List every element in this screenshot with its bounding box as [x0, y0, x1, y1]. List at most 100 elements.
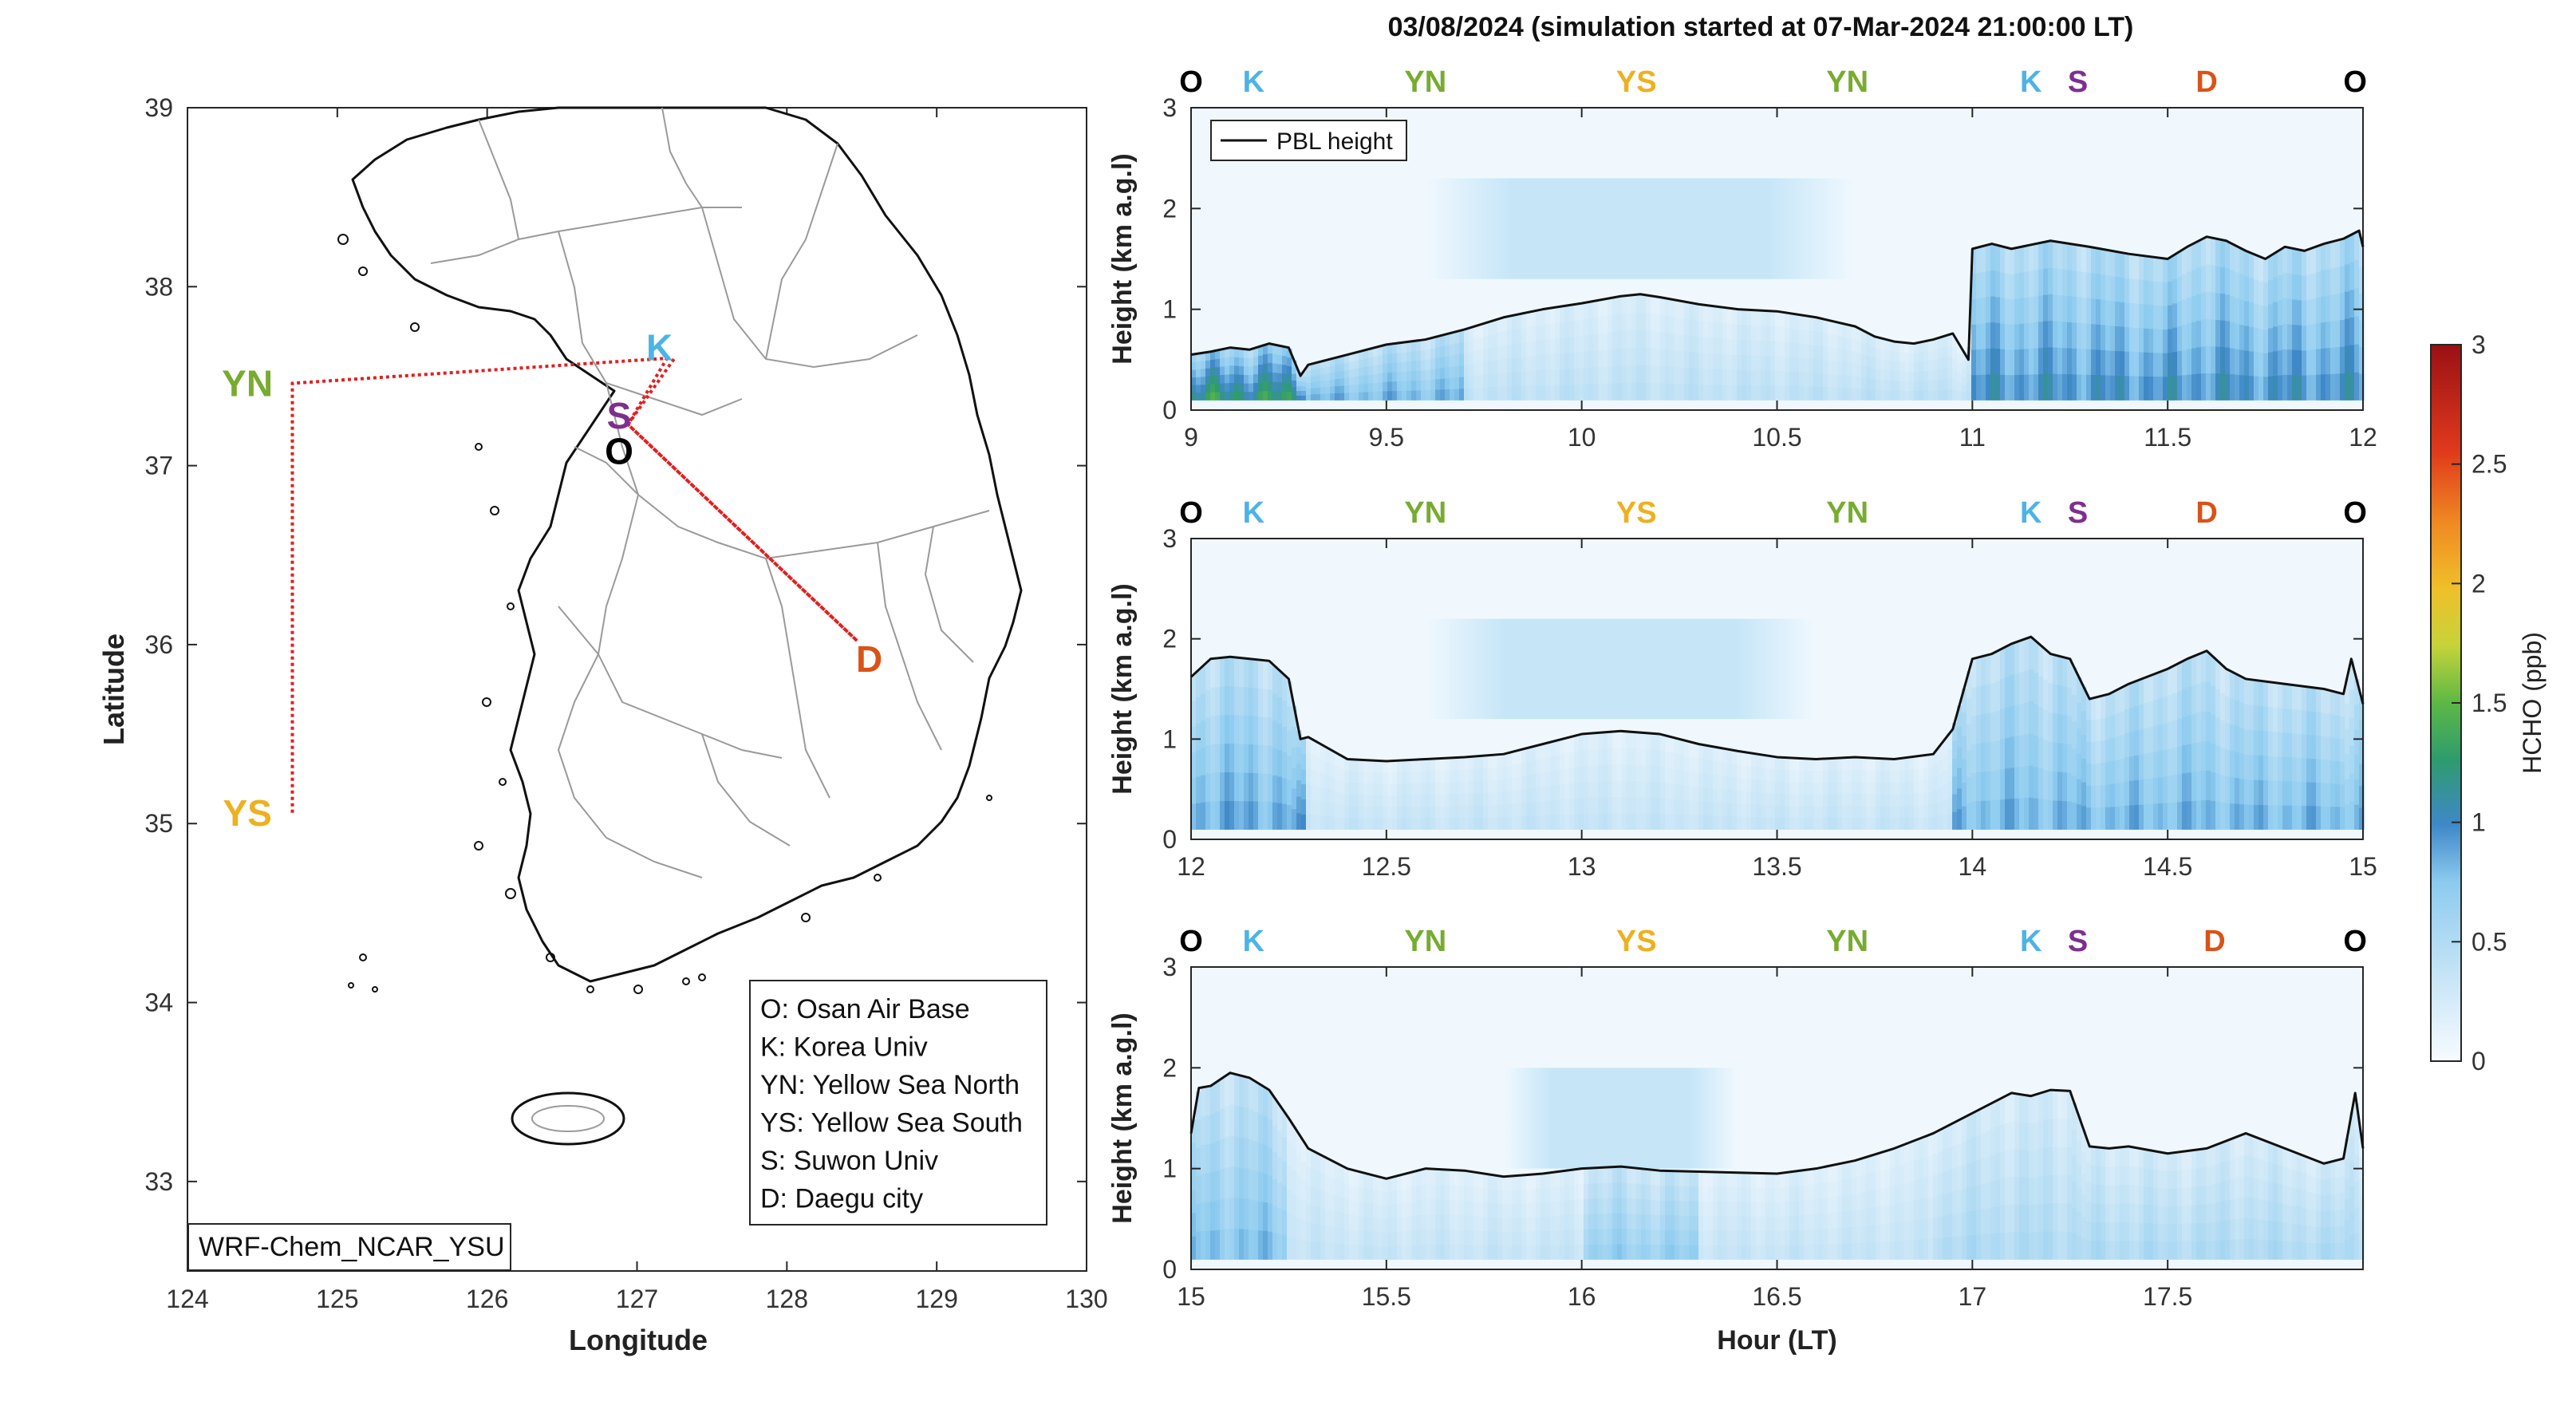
heatmap-cell: [1536, 801, 1541, 816]
heatmap-cell: [1923, 755, 1929, 768]
heatmap-cell: [1938, 1173, 1943, 1195]
heatmap-cell: [2330, 1226, 2336, 1244]
heatmap-cell: [1540, 1187, 1546, 1203]
heatmap-cell: [2014, 704, 2020, 736]
heatmap-cell: [1344, 1244, 1350, 1260]
heatmap-cell: [1225, 1198, 1230, 1229]
heatmap-cell: [2230, 322, 2235, 349]
heatmap-cell: [2105, 349, 2111, 376]
heatmap-cell: [1320, 773, 1326, 788]
heatmap-cell: [1521, 1174, 1527, 1190]
heatmap-cell: [1823, 805, 1828, 819]
heatmap-cell: [1876, 1170, 1881, 1190]
heatmap-cell: [2081, 758, 2087, 783]
heatmap-cell: [2110, 1147, 2116, 1167]
heatmap-cell: [1392, 772, 1398, 784]
heatmap-cell: [1981, 742, 1986, 772]
heatmap-cell: [2034, 1204, 2039, 1233]
heatmap-cell: [1794, 385, 1800, 401]
heatmap-cell: [1440, 793, 1446, 807]
heatmap-cell: [2010, 349, 2015, 376]
heatmap-cell: [1521, 1203, 1527, 1218]
heatmap-cell: [1339, 363, 1345, 372]
heatmap-cell: [1588, 765, 1594, 782]
heatmap-cell: [1751, 310, 1757, 326]
heatmap-cell: [1603, 1244, 1608, 1260]
heatmap-cell: [2067, 687, 2073, 716]
heatmap-cell: [1923, 780, 1929, 793]
heatmap-cell: [1689, 335, 1694, 352]
heatmap-cell: [1320, 1190, 1326, 1209]
heatmap-cell: [1292, 787, 1297, 810]
heatmap-cell: [1761, 767, 1766, 780]
heatmap-cell: [1785, 1201, 1790, 1217]
heatmap-cell: [1612, 813, 1618, 830]
heatmap-cell: [1325, 775, 1331, 789]
heatmap-cell: [2326, 806, 2331, 830]
heatmap-cell: [1727, 385, 1733, 401]
heatmap-cell: [2010, 298, 2015, 326]
heatmap-cell: [1234, 1135, 1240, 1168]
heatmap-cell: [2177, 718, 2183, 747]
jeju-island: [511, 1091, 625, 1146]
heatmap-cell: [2005, 273, 2010, 299]
heatmap-cell: [2101, 274, 2106, 300]
heatmap-cell: [2010, 1203, 2015, 1233]
heatmap-cell: [2191, 713, 2197, 744]
heatmap-cell: [1263, 390, 1268, 401]
heatmap-cell: [1785, 1186, 1790, 1202]
heatmap-cell: [1536, 1174, 1541, 1189]
heatmap-cell: [1737, 309, 1742, 326]
heatmap-cell: [1799, 1229, 1805, 1245]
heatmap-cell: [1502, 1231, 1508, 1246]
heatmap-cell: [1608, 314, 1613, 333]
heatmap-cell: [1933, 338, 1939, 350]
heatmap-cell: [1430, 389, 1436, 401]
heatmap-cell: [1928, 779, 1934, 793]
heatmap-cell: [1832, 1212, 1838, 1229]
heatmap-cell: [1832, 1196, 1838, 1213]
heatmap-cell: [1244, 1198, 1249, 1229]
heatmap-cell: [2163, 353, 2168, 377]
heatmap-cell: [2335, 715, 2341, 739]
heatmap-cell: [1459, 1244, 1465, 1260]
heatmap-cell: [1526, 775, 1532, 789]
heatmap-cell: [1493, 1203, 1498, 1218]
heatmap-cell: [2057, 321, 2063, 348]
heatmap-cell: [1761, 325, 1766, 341]
heatmap-cell: [1215, 366, 1221, 376]
heatmap-cell: [2096, 807, 2101, 830]
heatmap-cell: [1263, 381, 1268, 392]
heatmap-cell: [1866, 757, 1872, 771]
heatmap-cell: [2019, 1122, 2025, 1151]
heatmap-cell: [1876, 369, 1881, 380]
heatmap-cell: [1646, 765, 1651, 782]
heatmap-cell: [1761, 355, 1766, 371]
heatmap-cell: [1335, 1195, 1340, 1212]
heatmap-cell: [1550, 799, 1556, 815]
heatmap-cell: [1536, 759, 1541, 774]
heatmap-cell: [2038, 645, 2044, 677]
heatmap-cell: [1229, 356, 1235, 366]
heatmap-cell: [1770, 326, 1776, 341]
heatmap-cell: [1617, 314, 1623, 332]
heatmap-cell: [1296, 376, 1302, 382]
heatmap-cell: [1751, 779, 1757, 792]
heatmap-cell: [2048, 741, 2053, 772]
heatmap-cell: [2282, 374, 2288, 401]
heatmap-cell: [1943, 769, 1948, 785]
heatmap-cell: [1756, 1230, 1761, 1245]
heatmap-cell: [1383, 795, 1388, 807]
heatmap-cell: [1574, 766, 1580, 783]
heatmap-cell: [1244, 1229, 1249, 1260]
heatmap-cell: [1636, 780, 1642, 798]
heatmap-cell: [1349, 369, 1355, 377]
heatmap-cell: [1612, 780, 1618, 798]
heatmap-cell: [1603, 1213, 1608, 1229]
heatmap-cell: [2191, 1241, 2197, 1260]
heatmap-cell: [1335, 357, 1340, 365]
heatmap-cell: [1555, 814, 1560, 830]
heatmap-cell: [2191, 656, 2197, 686]
heatmap-cell: [2072, 667, 2077, 695]
heatmap-cell: [1464, 780, 1469, 794]
